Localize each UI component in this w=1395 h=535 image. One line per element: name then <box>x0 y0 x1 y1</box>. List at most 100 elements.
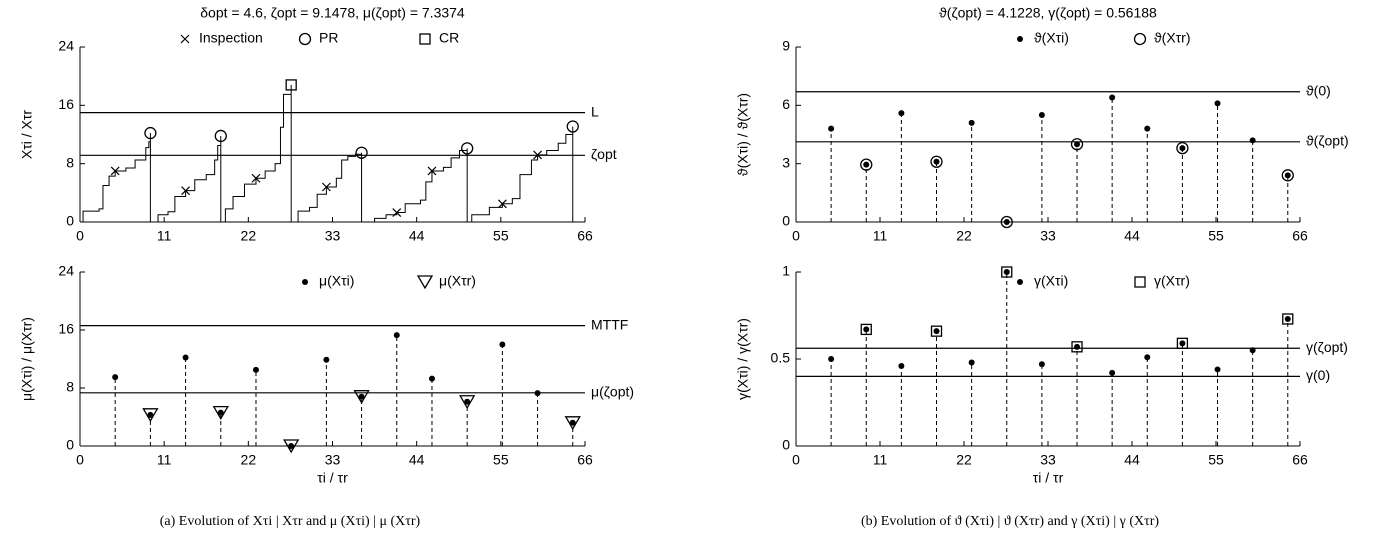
legend-label: Inspection <box>199 30 263 46</box>
marker-dot <box>112 374 119 381</box>
marker-dot <box>1003 269 1010 275</box>
caption: (b) Evolution of ϑ (Xτi) | ϑ (Xτr) and γ… <box>861 514 1159 529</box>
x-tick-label: 66 <box>577 228 593 244</box>
x-tick-label: 11 <box>873 452 888 468</box>
marker-dot <box>898 110 905 117</box>
chart-title: δopt = 4.6, ζopt = 9.1478, μ(ζopt) = 7.3… <box>200 5 465 21</box>
marker-circle <box>566 120 579 133</box>
x-tick-label: 22 <box>956 452 972 468</box>
x-tick-label: 44 <box>409 228 425 244</box>
marker-dot <box>1284 315 1291 322</box>
reference-label: ϑ(0) <box>1306 82 1331 98</box>
chart-title: ϑ(ζopt) = 4.1228, γ(ζopt) = 0.56188 <box>939 5 1157 21</box>
marker-dot <box>499 341 506 348</box>
marker-circle <box>860 158 873 171</box>
x-tick-label: 33 <box>1040 228 1056 244</box>
marker-cross <box>533 150 542 160</box>
marker-dot <box>147 411 154 418</box>
marker-dot <box>968 359 975 366</box>
x-tick-label: 66 <box>1292 228 1308 244</box>
y-tick-label: 8 <box>66 154 74 170</box>
marker-dot <box>1003 219 1010 225</box>
y-tick-label: 3 <box>782 154 790 170</box>
marker-cross <box>181 186 191 196</box>
legend-label: γ(Xτr) <box>1154 273 1190 289</box>
marker-dot <box>464 398 471 405</box>
marker-circle <box>355 146 368 159</box>
x-tick-label: 44 <box>1124 228 1140 244</box>
legend-marker <box>419 33 431 45</box>
marker-dot <box>252 366 259 373</box>
x-tick-label: 22 <box>241 452 257 468</box>
marker-dot <box>358 393 365 400</box>
marker-dot <box>1144 354 1151 361</box>
marker-square <box>1001 266 1013 278</box>
marker-circle <box>1281 169 1294 182</box>
marker-cross <box>251 173 261 183</box>
x-tick-label: 22 <box>956 228 972 244</box>
reference-label: L <box>591 103 599 119</box>
x-tick-label: 33 <box>325 452 341 468</box>
marker-triangle <box>459 395 476 410</box>
marker-dot <box>1109 369 1116 376</box>
legend-label: μ(Xτr) <box>439 273 476 289</box>
legend-marker <box>416 275 434 290</box>
marker-cross <box>427 166 437 176</box>
marker-triangle <box>353 390 370 404</box>
marker-square <box>1282 313 1294 325</box>
y-tick-label: 24 <box>58 263 74 279</box>
degradation-path <box>80 84 574 223</box>
x-tick-label: 0 <box>792 228 800 244</box>
legend-marker <box>1017 36 1023 42</box>
marker-triangle <box>142 408 159 423</box>
marker-square <box>1176 337 1189 349</box>
x-tick-label: 11 <box>873 228 888 244</box>
reference-label: MTTF <box>591 316 628 332</box>
x-tick-label: 66 <box>1292 452 1308 468</box>
marker-dot <box>182 354 189 361</box>
y-axis-label: ϑ(Xτi) / ϑ(Xτr) <box>735 93 751 176</box>
marker-dot <box>288 443 295 449</box>
legend-label: PR <box>319 30 338 46</box>
marker-square <box>930 325 943 337</box>
x-tick-label: 0 <box>76 228 84 244</box>
marker-dot <box>1074 343 1081 350</box>
marker-circle <box>1000 215 1013 229</box>
y-axis-label: μ(Xτi) / μ(Xτr) <box>19 317 35 401</box>
marker-dot <box>1179 145 1186 152</box>
marker-dot <box>1284 172 1291 179</box>
marker-dot <box>1038 112 1045 119</box>
legend-marker <box>1134 276 1146 288</box>
x-tick-label: 55 <box>493 452 509 468</box>
y-tick-label: 8 <box>66 379 74 395</box>
marker-dot <box>569 419 576 426</box>
marker-triangle <box>212 406 229 420</box>
marker-dot <box>933 158 940 165</box>
reference-label: γ(0) <box>1306 367 1330 383</box>
y-tick-label: 0 <box>66 213 74 229</box>
marker-dot <box>1179 340 1186 347</box>
marker-circle <box>214 129 227 143</box>
marker-dot <box>1214 100 1221 107</box>
x-tick-label: 55 <box>1208 228 1224 244</box>
marker-dot <box>933 328 940 335</box>
legend-label: γ(Xτi) <box>1034 273 1068 289</box>
legend-marker <box>298 32 312 46</box>
marker-circle <box>461 142 474 155</box>
x-tick-label: 44 <box>409 452 425 468</box>
x-tick-label: 0 <box>76 452 84 468</box>
marker-circle <box>144 126 157 140</box>
y-tick-label: 1 <box>782 263 790 279</box>
marker-dot <box>863 161 870 168</box>
y-tick-label: 9 <box>782 38 790 54</box>
marker-dot <box>828 356 835 362</box>
x-tick-label: 44 <box>1124 452 1140 468</box>
marker-triangle <box>564 416 581 431</box>
marker-dot <box>863 326 870 333</box>
marker-dot <box>1074 141 1081 148</box>
y-axis-label: Xτi / Xτr <box>19 110 35 160</box>
y-tick-label: 0 <box>66 437 74 453</box>
y-tick-label: 16 <box>58 96 74 112</box>
reference-label: ϑ(ζopt) <box>1306 133 1349 149</box>
